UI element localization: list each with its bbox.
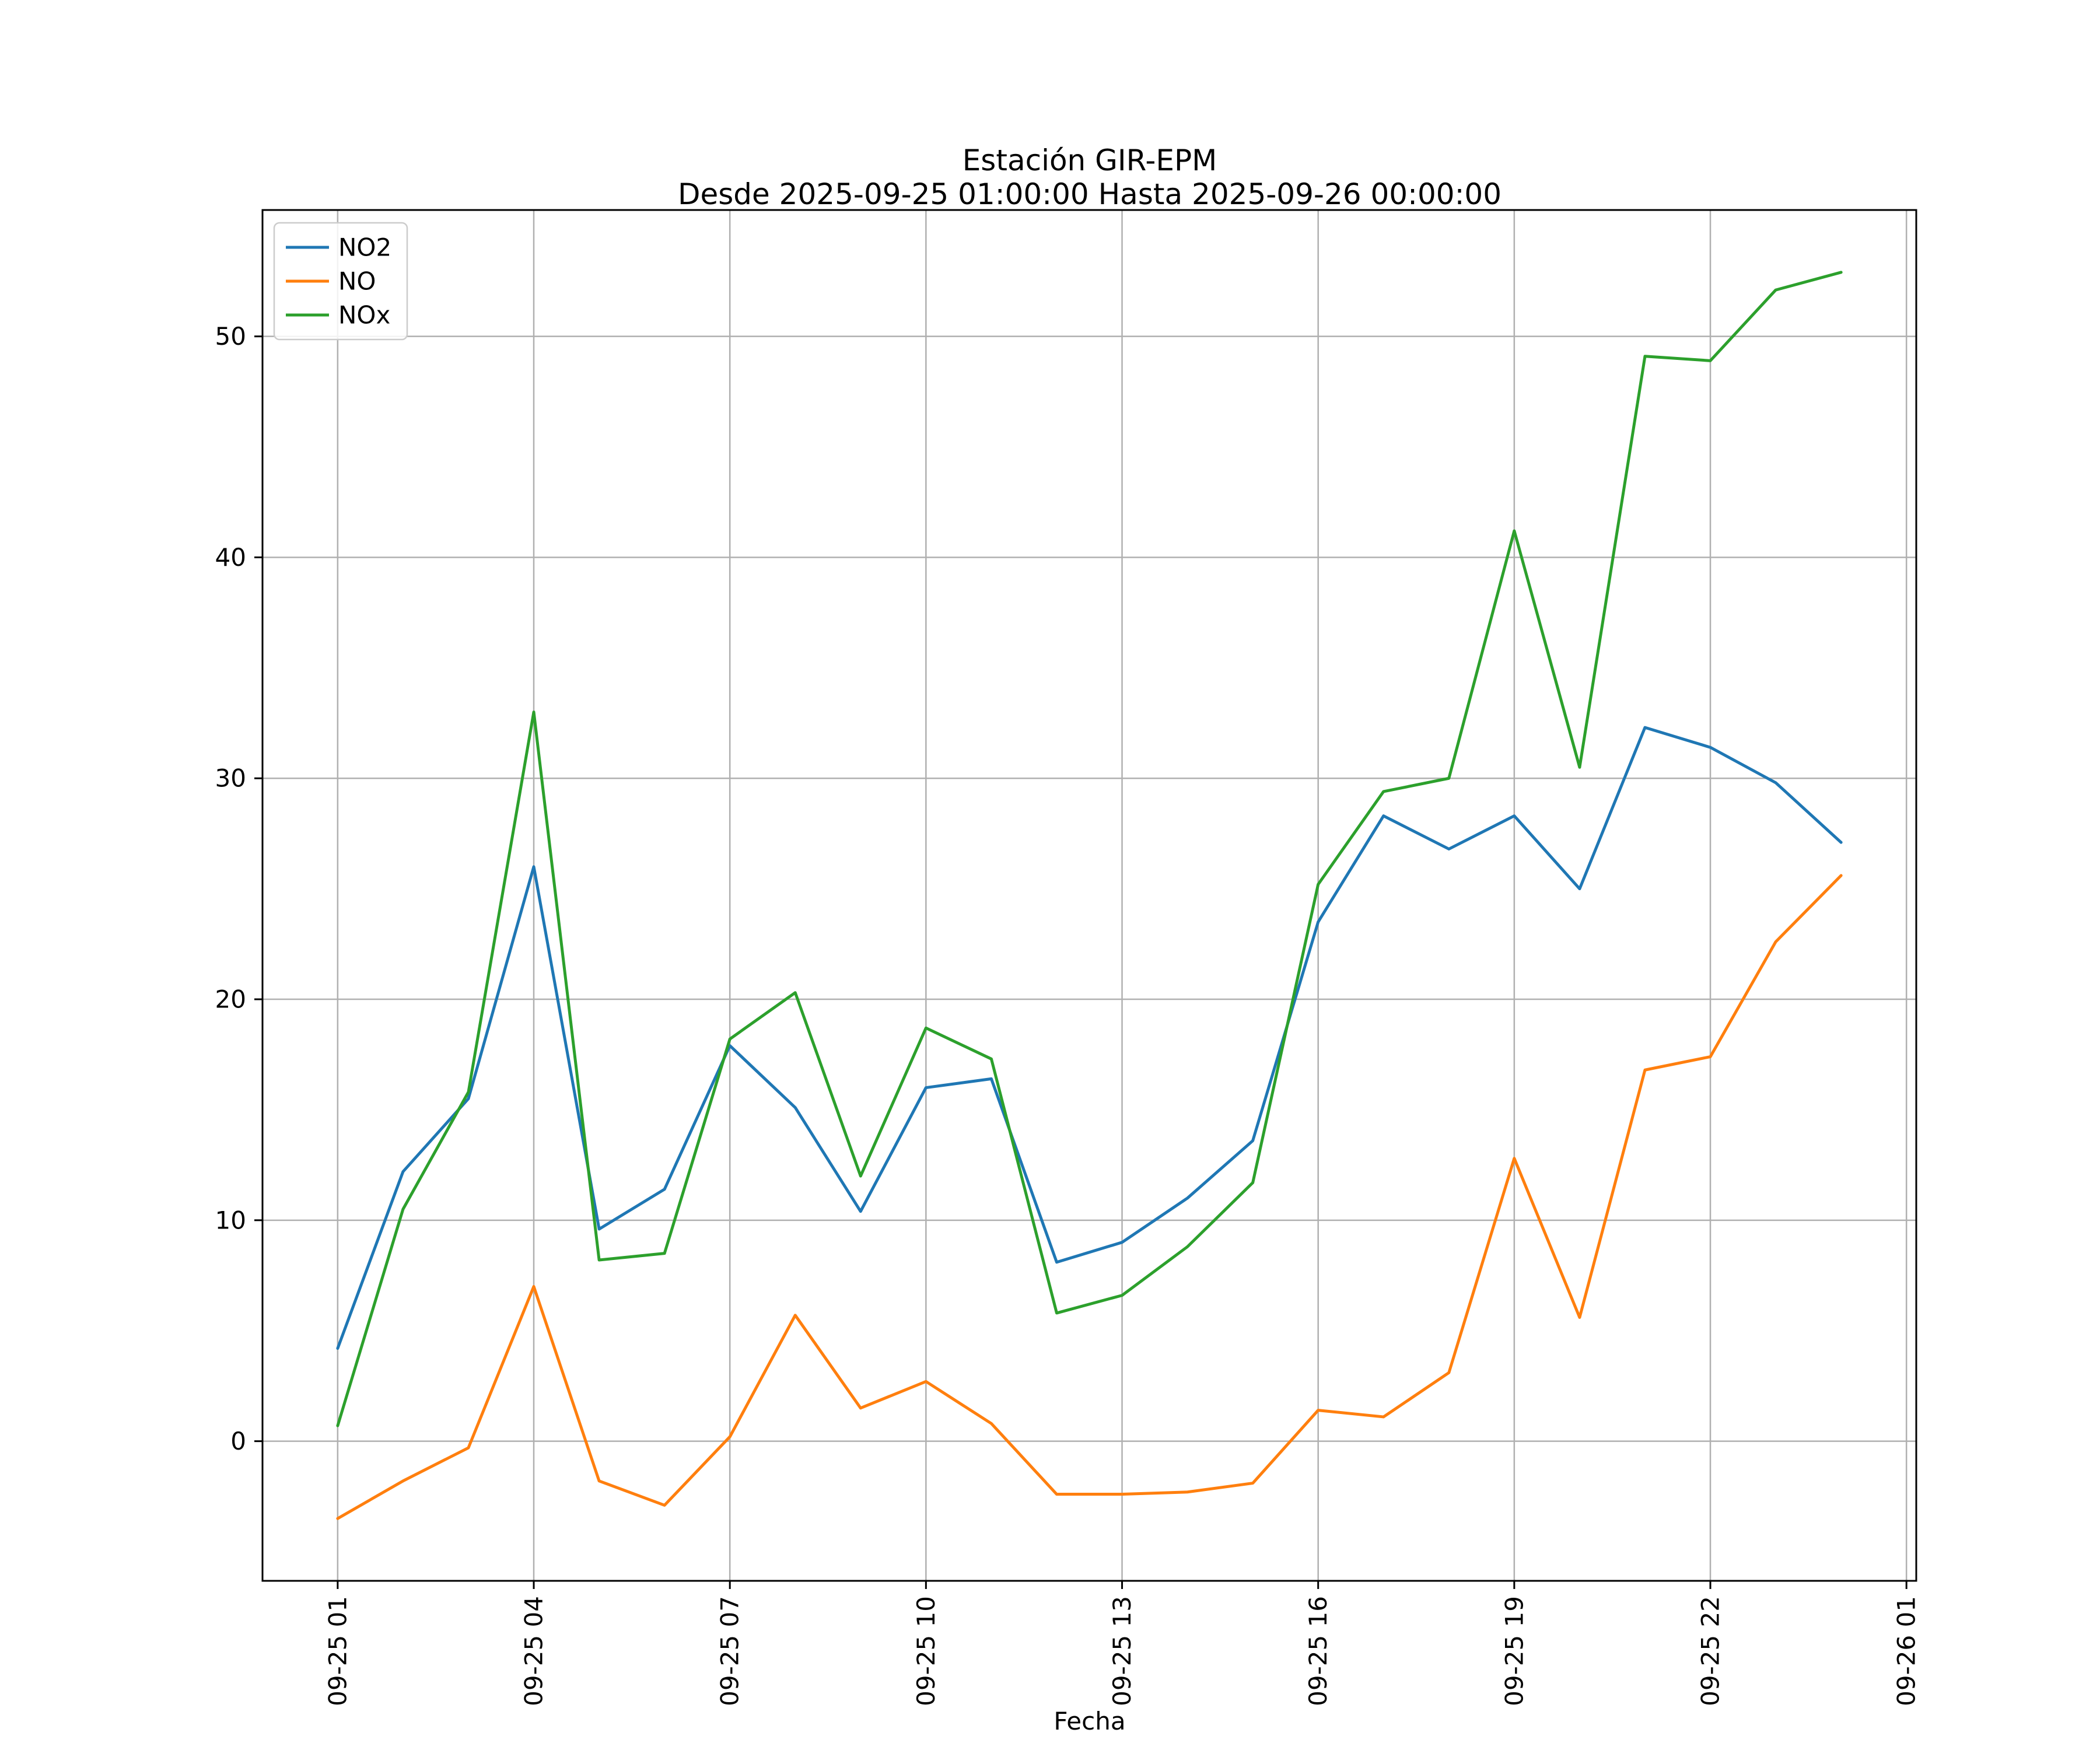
y-tick-label: 0 — [230, 1427, 246, 1455]
y-tick-label: 30 — [215, 764, 246, 793]
x-tick-label: 09-25 07 — [716, 1596, 744, 1706]
x-tick-label: 09-25 13 — [1108, 1596, 1136, 1706]
x-tick-label: 09-25 19 — [1500, 1596, 1528, 1706]
legend-label: NO2 — [338, 233, 391, 262]
series-line-NOx — [336, 271, 1843, 1427]
series-line-NO2 — [336, 726, 1843, 1350]
chart-subtitle: Desde 2025-09-25 01:00:00 Hasta 2025-09-… — [678, 177, 1502, 211]
x-tick-label: 09-25 10 — [912, 1596, 940, 1706]
legend-label: NOx — [338, 301, 390, 330]
axes-frame — [261, 209, 1917, 1582]
x-tick-label: 09-25 22 — [1696, 1596, 1725, 1706]
y-tick-label: 50 — [215, 322, 246, 351]
x-axis-label: Fecha — [1054, 1707, 1125, 1735]
x-tick-label: 09-25 16 — [1304, 1596, 1332, 1706]
legend-label: NO — [338, 267, 376, 296]
y-tick-label: 10 — [215, 1206, 246, 1234]
y-tick-label: 40 — [215, 543, 246, 572]
x-tick-label: 09-26 01 — [1892, 1596, 1921, 1706]
x-tick-label: 09-25 01 — [323, 1596, 352, 1706]
plot-area: 0 10 20 30 40 50 09-25 01 09-25 04 09-25 07 09-25… — [215, 209, 1921, 1706]
y-tick-label: 20 — [215, 985, 246, 1014]
series-line-NO — [336, 874, 1843, 1520]
chart-title: Estación GIR-EPM — [963, 144, 1217, 177]
x-tick-label: 09-25 04 — [520, 1596, 548, 1706]
legend — [273, 222, 408, 341]
